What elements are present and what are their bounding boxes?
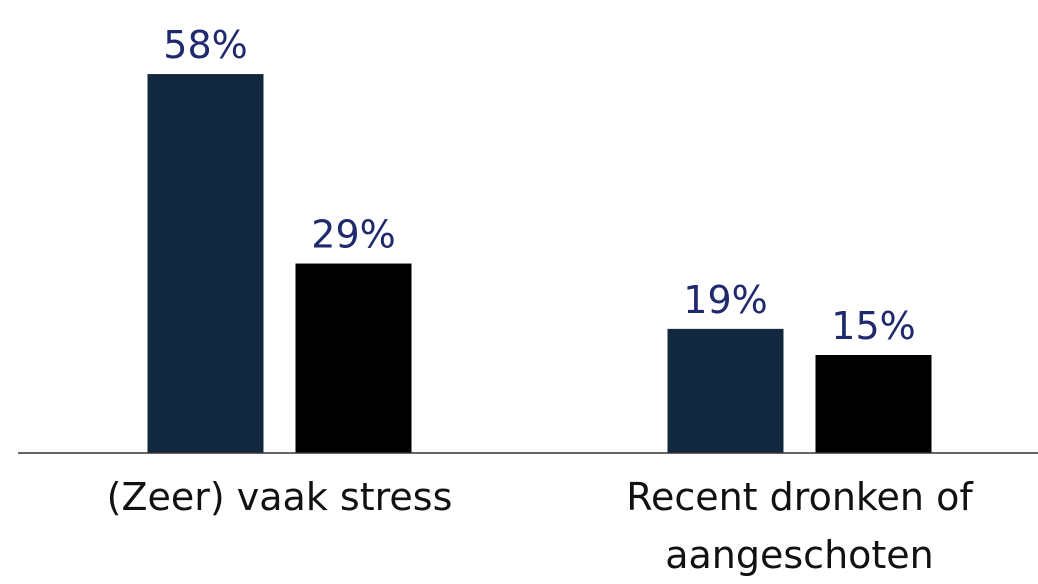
- value-label: 29%: [311, 213, 395, 257]
- bar: [147, 74, 264, 454]
- bar: [295, 263, 412, 453]
- value-label: 15%: [831, 304, 915, 348]
- bar: [815, 355, 932, 453]
- value-label: 58%: [163, 23, 247, 67]
- x-tick-label: Recent dronken of aangeschoten: [626, 475, 973, 577]
- bar: [667, 328, 784, 453]
- x-tick-label: (Zeer) vaak stress: [106, 475, 453, 519]
- value-label: 19%: [683, 278, 767, 322]
